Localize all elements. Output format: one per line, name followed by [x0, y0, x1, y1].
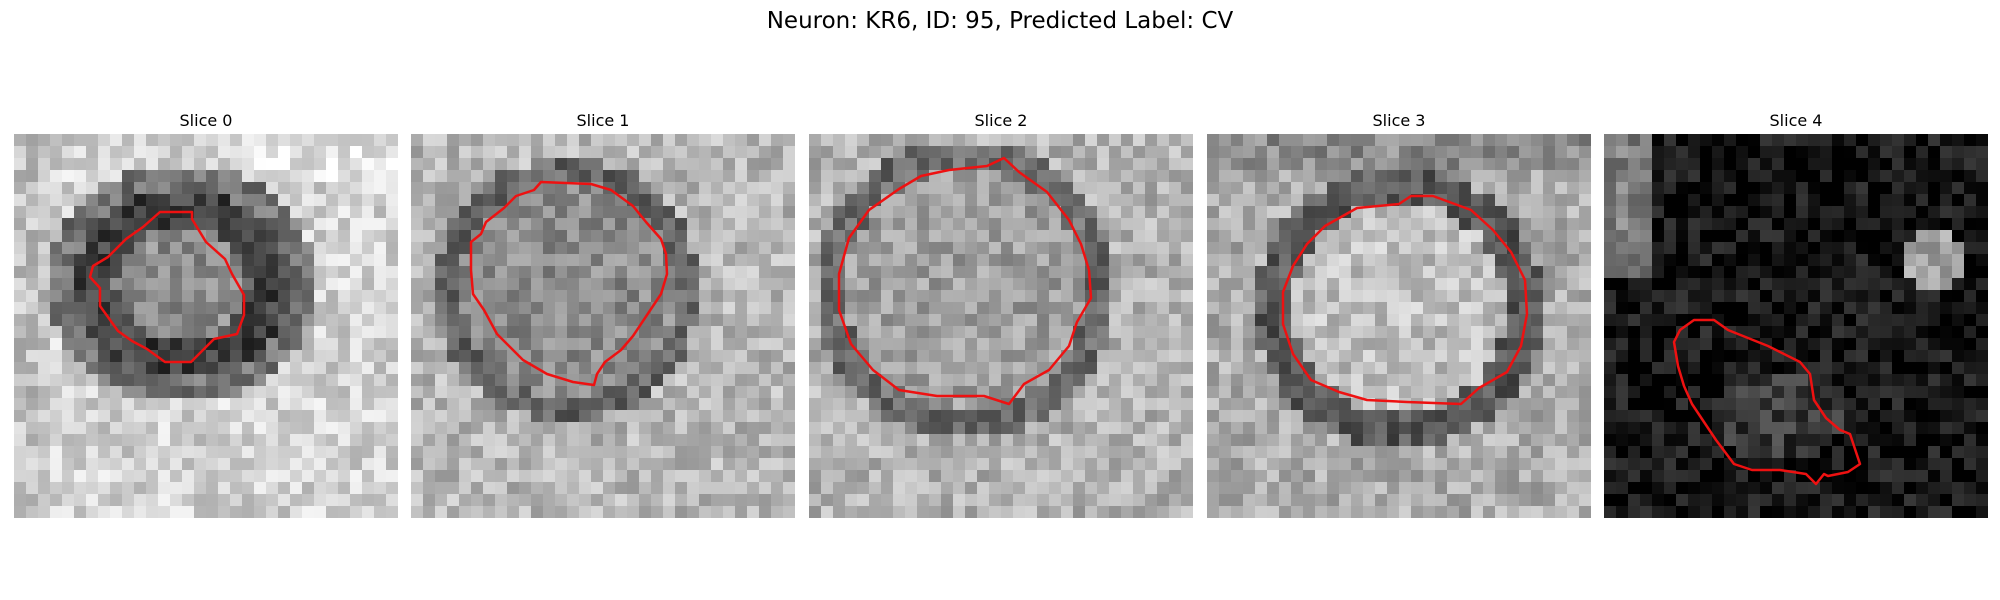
slice-panel-4: Slice 4 — [1604, 108, 1988, 518]
slice-title: Slice 3 — [1372, 111, 1426, 130]
cell-contour — [837, 156, 1093, 406]
slice-image — [14, 134, 398, 518]
slice-panel-2: Slice 2 — [809, 108, 1193, 518]
cell-contour — [1672, 318, 1862, 486]
slice-image — [809, 134, 1193, 518]
slice-image — [1207, 134, 1591, 518]
slice-title: Slice 1 — [576, 111, 630, 130]
slice-panel-1: Slice 1 — [411, 108, 795, 518]
cell-contour — [88, 210, 246, 364]
slice-title: Slice 2 — [974, 111, 1028, 130]
cell-contour — [1281, 194, 1529, 406]
slice-image — [411, 134, 795, 518]
slice-title: Slice 0 — [179, 111, 233, 130]
cell-contour — [469, 180, 669, 387]
slice-image — [1604, 134, 1988, 518]
slice-panel-0: Slice 0 — [14, 108, 398, 518]
figure-title: Neuron: KR6, ID: 95, Predicted Label: CV — [766, 8, 1234, 34]
slice-title: Slice 4 — [1769, 111, 1823, 130]
slice-panel-3: Slice 3 — [1207, 108, 1591, 518]
